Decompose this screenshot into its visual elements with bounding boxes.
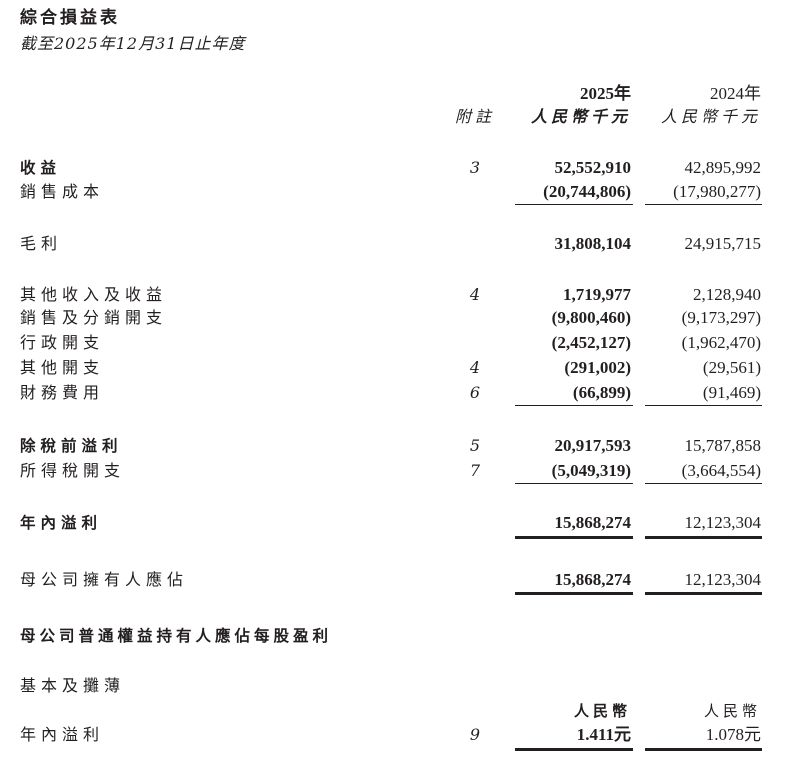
rule (515, 204, 633, 205)
row-value-2025: (291,002) (564, 358, 631, 377)
row-value-2025: (20,744,806) (543, 182, 631, 201)
row-label: 除稅前溢利 (20, 437, 123, 455)
row-value-2025: 31,808,104 (554, 234, 632, 253)
rule (515, 483, 633, 484)
row-value-2025: (5,049,319) (551, 461, 631, 480)
rule (645, 405, 762, 406)
row-value-2024: 2,128,940 (693, 285, 761, 304)
header-unit-2025: 人民幣千元 (530, 107, 631, 126)
row-value-2024: (1,962,470) (681, 333, 761, 352)
header-year-2025: 2025年 (580, 84, 631, 103)
eps-subheading: 基本及攤薄 (20, 676, 126, 695)
row-note: 5 (469, 436, 481, 455)
row-value-2025: 20,917,593 (554, 436, 632, 455)
rule-thick (515, 748, 633, 751)
row-label: 其他收入及收益 (20, 285, 168, 304)
row-value-2025: 15,868,274 (554, 513, 632, 532)
row-label: 銷售成本 (20, 182, 105, 201)
rule-thick (645, 592, 762, 595)
row-value-2024: (29,561) (702, 358, 761, 377)
row-note: 4 (469, 285, 481, 304)
row-value-2024: (17,980,277) (673, 182, 761, 201)
row-note: 6 (469, 383, 481, 402)
eps-value-2024: 1.078元 (705, 725, 761, 744)
header-unit-2024: 人民幣千元 (660, 107, 761, 126)
row-value-2025: (9,800,460) (551, 308, 631, 327)
row-label: 年內溢利 (20, 514, 103, 532)
row-label: 其他開支 (20, 358, 105, 377)
row-value-2025: (66,899) (572, 383, 631, 402)
row-value-2025: (2,452,127) (551, 333, 631, 352)
row-label: 財務費用 (20, 383, 105, 402)
rule (645, 204, 762, 205)
page-title: 綜合損益表 (20, 8, 120, 28)
rule-thick (645, 536, 762, 539)
row-value-2025: 1,719,977 (563, 285, 631, 304)
row-note: 3 (469, 158, 481, 177)
row-label: 收益 (20, 159, 62, 177)
rule-thick (515, 536, 633, 539)
row-label: 銷售及分銷開支 (20, 308, 168, 327)
eps-row-note: 9 (469, 725, 481, 744)
eps-value-2025: 1.411元 (576, 725, 631, 744)
row-note: 4 (469, 358, 481, 377)
row-label: 母公司擁有人應佔 (20, 570, 189, 589)
row-value-2024: (91,469) (702, 383, 761, 402)
row-label: 毛利 (20, 234, 63, 253)
row-note: 7 (469, 461, 481, 480)
row-value-2025: 15,868,274 (554, 570, 632, 589)
row-value-2024: (3,664,554) (681, 461, 761, 480)
eps-unit-2024: 人民幣 (703, 702, 761, 720)
rule (515, 405, 633, 406)
header-year-2024: 2024年 (710, 84, 761, 103)
row-value-2025: 52,552,910 (554, 158, 632, 177)
rule (645, 483, 762, 484)
rule-thick (645, 748, 762, 751)
row-value-2024: 12,123,304 (684, 513, 762, 532)
row-label: 所得稅開支 (20, 461, 126, 480)
eps-row-label: 年內溢利 (20, 725, 105, 744)
row-value-2024: 42,895,992 (684, 158, 762, 177)
header-note: 附註 (454, 107, 495, 126)
row-label: 行政開支 (20, 333, 105, 352)
row-value-2024: (9,173,297) (681, 308, 761, 327)
row-value-2024: 24,915,715 (684, 234, 762, 253)
row-value-2024: 15,787,858 (684, 436, 762, 455)
eps-heading: 母公司普通權益持有人應佔每股盈利 (20, 627, 333, 645)
row-value-2024: 12,123,304 (684, 570, 762, 589)
period-subtitle: 截至2025年12月31日止年度 (20, 34, 246, 53)
eps-unit-2025: 人民幣 (573, 702, 631, 720)
rule-thick (515, 592, 633, 595)
